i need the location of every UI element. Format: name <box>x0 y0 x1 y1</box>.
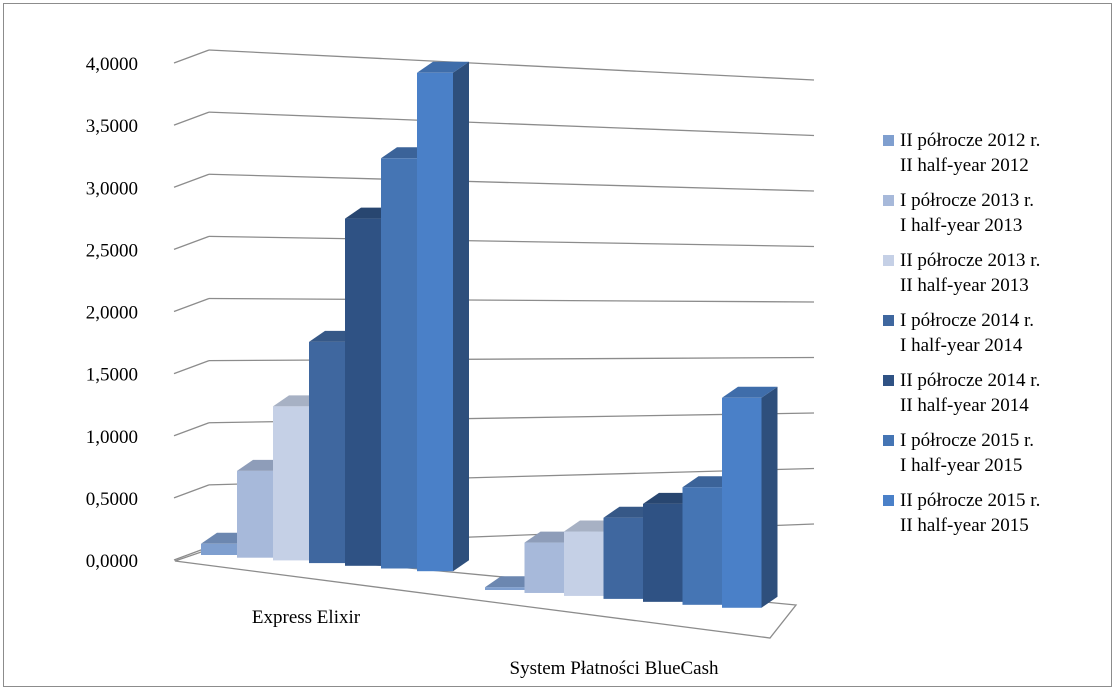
legend-label-en: I half-year 2015 <box>900 455 1023 476</box>
bar-front <box>682 487 722 605</box>
y-tick-label: 1,0000 <box>86 427 138 448</box>
bar-side <box>453 61 469 572</box>
legend-item: II półrocze 2012 r. II half-year 2012 <box>880 128 1110 178</box>
legend-label-en: I half-year 2013 <box>900 215 1023 236</box>
gridline-stub <box>173 484 210 499</box>
gridline-stub <box>173 360 210 375</box>
legend-item: I półrocze 2013 r. I half-year 2013 <box>880 188 1110 238</box>
legend-label: I półrocze 2015 r. <box>900 430 1035 451</box>
y-tick-label: 3,5000 <box>86 116 138 137</box>
legend-swatch <box>883 195 894 206</box>
legend-swatch <box>883 255 894 266</box>
legend-label-en: II half-year 2013 <box>900 275 1029 296</box>
legend-label-en: II half-year 2015 <box>900 515 1029 536</box>
bar-front <box>603 517 643 599</box>
gridline <box>208 297 815 303</box>
legend-swatch <box>883 135 894 146</box>
gridline-stub <box>173 173 210 188</box>
bars <box>201 61 778 608</box>
gridline-stub <box>173 49 210 64</box>
legend-item: I półrocze 2014 r. I half-year 2014 <box>880 308 1110 358</box>
legend-swatch <box>883 495 894 506</box>
legend-item: I półrocze 2015 r. I half-year 2015 <box>880 428 1110 478</box>
legend: II półrocze 2012 r. II half-year 2012 I pó… <box>880 128 1110 548</box>
gridline-stub <box>173 235 210 250</box>
gridline <box>208 173 815 192</box>
x-category-label: System Płatności BlueCash <box>510 658 720 679</box>
bar-top <box>417 61 469 73</box>
bar-front <box>564 531 604 596</box>
bar-front <box>524 542 564 593</box>
bar-front <box>417 72 453 572</box>
gridline <box>208 356 815 362</box>
y-tick-label: 0,0000 <box>86 551 138 572</box>
gridline-stub <box>173 422 210 437</box>
y-tick-label: 1,5000 <box>86 365 138 386</box>
legend-label-en: II half-year 2014 <box>900 395 1029 416</box>
x-axis-categories: Express Elixir System Płatności BlueCash <box>252 607 719 679</box>
bar-front <box>722 397 762 608</box>
chart-plot: 0,0000 0,5000 1,0000 1,5000 2,0000 2,5000 3,00… <box>86 49 815 679</box>
legend-label: II półrocze 2012 r. <box>900 130 1041 151</box>
y-tick-label: 2,0000 <box>86 303 138 324</box>
legend-label: I półrocze 2014 r. <box>900 310 1035 331</box>
gridline-stub <box>173 297 210 313</box>
x-category-label: Express Elixir <box>252 607 361 628</box>
gridline-stub <box>173 111 210 126</box>
bar <box>722 386 778 608</box>
bar-front <box>201 543 237 555</box>
legend-item: II półrocze 2015 r. II half-year 2015 <box>880 488 1110 538</box>
legend-label: II półrocze 2015 r. <box>900 490 1041 511</box>
y-tick-label: 2,5000 <box>86 240 138 261</box>
legend-label: II półrocze 2013 r. <box>900 250 1041 271</box>
chart-frame: 0,0000 0,5000 1,0000 1,5000 2,0000 2,5000 3,00… <box>3 3 1112 687</box>
legend-label: II półrocze 2014 r. <box>900 370 1041 391</box>
y-tick-label: 4,0000 <box>86 54 138 75</box>
bar-front <box>485 587 525 590</box>
legend-item: II półrocze 2014 r. II half-year 2014 <box>880 368 1110 418</box>
y-tick-label: 3,0000 <box>86 178 138 199</box>
legend-swatch <box>883 315 894 326</box>
legend-label: I półrocze 2013 r. <box>900 190 1035 211</box>
bar-front <box>643 503 683 602</box>
bar-side <box>761 386 778 608</box>
gridline <box>208 49 815 81</box>
legend-swatch <box>883 435 894 446</box>
bar <box>417 61 469 572</box>
legend-label-en: II half-year 2012 <box>900 155 1029 176</box>
gridline <box>208 235 815 248</box>
legend-label-en: I half-year 2014 <box>900 335 1023 356</box>
bar-front <box>345 218 381 566</box>
floor-plane <box>174 548 798 639</box>
legend-item: II półrocze 2013 r. II half-year 2013 <box>880 248 1110 298</box>
gridline <box>208 111 815 137</box>
y-axis-ticks: 0,0000 0,5000 1,0000 1,5000 2,0000 2,5000 3,00… <box>86 54 138 572</box>
y-tick-label: 0,5000 <box>86 489 138 510</box>
chart-floor <box>174 548 798 639</box>
bar-top <box>722 386 778 398</box>
bar-front <box>237 470 273 558</box>
bar-front <box>273 406 309 561</box>
legend-swatch <box>883 375 894 386</box>
bar-front <box>381 158 417 569</box>
bar-front <box>309 341 345 564</box>
